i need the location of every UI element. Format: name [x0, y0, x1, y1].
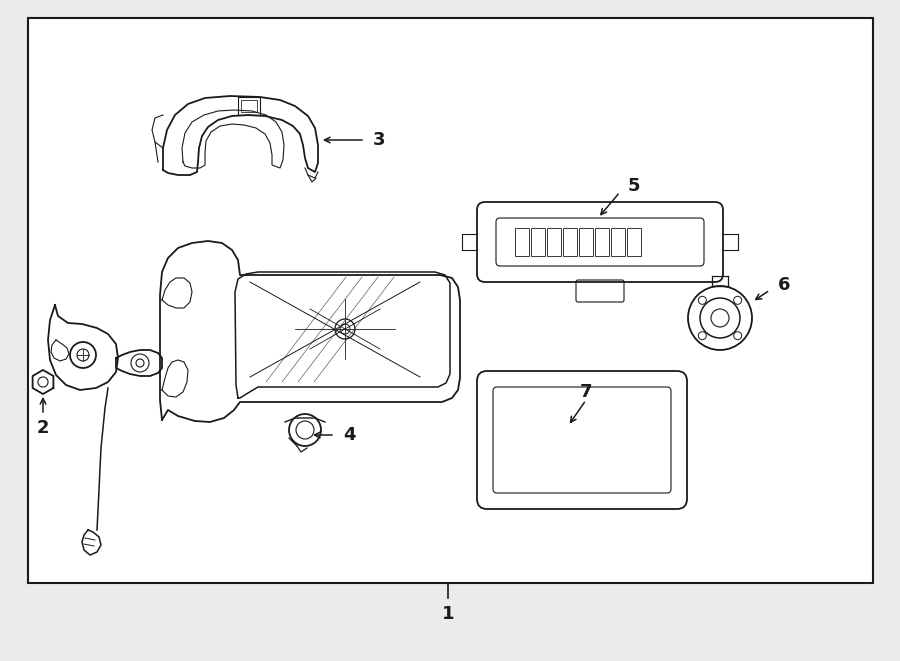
Bar [547, 228, 561, 256]
Bar [238, 97, 260, 115]
Text: 5: 5 [628, 177, 641, 195]
Bar [241, 100, 257, 112]
Bar [595, 228, 609, 256]
Bar [627, 228, 641, 256]
Text: 2: 2 [37, 419, 50, 437]
Bar [579, 228, 593, 256]
Bar [515, 228, 529, 256]
Bar [28, 18, 873, 583]
Text: 1: 1 [442, 605, 454, 623]
Bar [531, 228, 545, 256]
Text: 3: 3 [373, 131, 385, 149]
Bar [611, 228, 625, 256]
Bar [563, 228, 577, 256]
Text: 4: 4 [343, 426, 356, 444]
Text: 7: 7 [580, 383, 592, 401]
Text: 6: 6 [778, 276, 790, 294]
